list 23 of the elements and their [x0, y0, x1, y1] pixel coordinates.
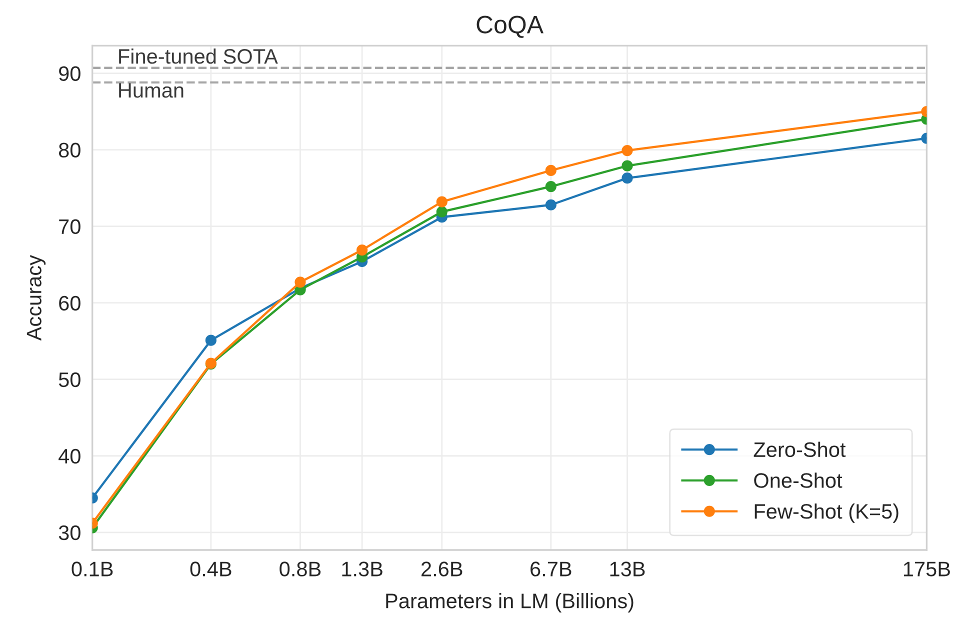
x-tick-label: 0.8B: [280, 562, 321, 576]
x-tick-label: 6.7B: [530, 562, 572, 576]
x-tick-label: 13B: [610, 562, 645, 576]
y-tick-label: 70: [59, 219, 80, 234]
legend-label: Few-Shot (K=5): [754, 504, 898, 523]
chart-title: CoQA: [476, 16, 544, 38]
y-tick-label: 40: [58, 448, 80, 464]
legend-label: Zero-Shot: [754, 442, 846, 458]
x-tick-label: 0.1B: [72, 562, 113, 576]
x-tick-label: 2.6B: [422, 562, 462, 576]
y-tick-label: 60: [59, 296, 80, 311]
x-tick-label: 175B: [904, 562, 950, 576]
y-tick-label: 80: [58, 142, 80, 158]
y-tick-label: 90: [59, 66, 80, 82]
x-tick-label: 0.4B: [190, 562, 232, 576]
y-tick-label: 50: [58, 372, 80, 388]
x-tick-label: 1.3B: [342, 562, 382, 576]
ref-line-label: Human: [119, 83, 184, 98]
ref-line-label: Fine-tuned SOTA: [119, 48, 278, 64]
x-axis-title: Parameters in LM (Billions): [386, 593, 634, 612]
y-axis-title: Accuracy: [26, 255, 46, 341]
y-tick-label: 30: [58, 525, 80, 540]
legend-label: One-Shot: [754, 472, 842, 488]
